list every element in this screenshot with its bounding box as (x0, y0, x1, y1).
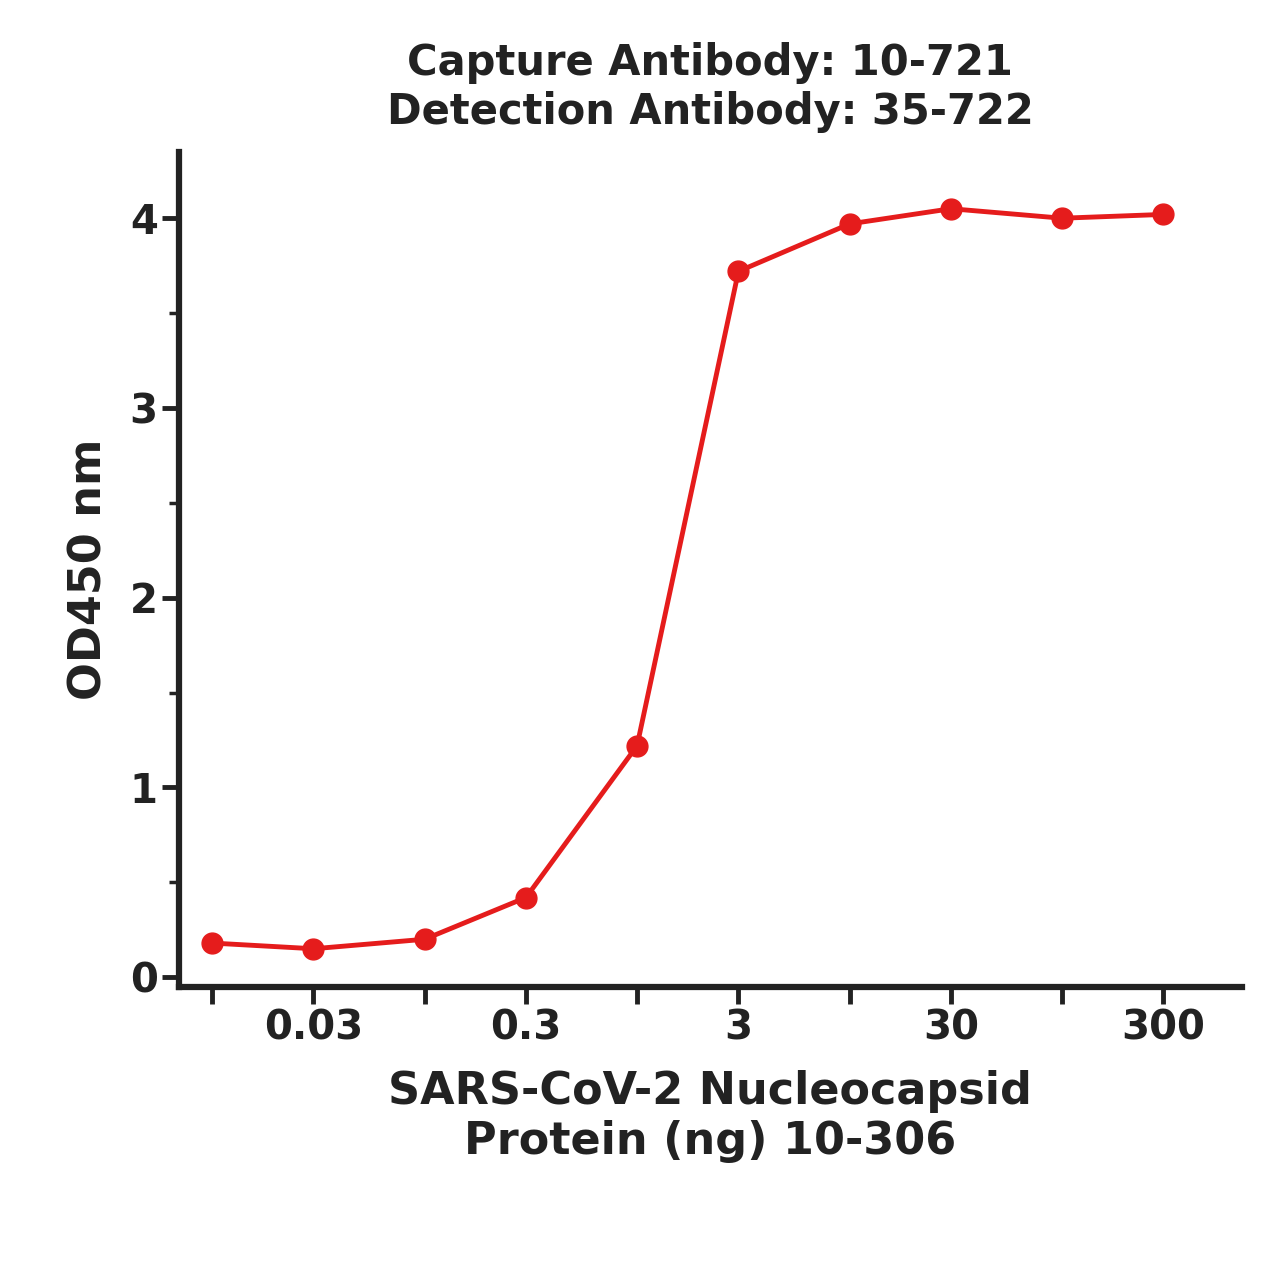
X-axis label: SARS-CoV-2 Nucleocapsid
Protein (ng) 10-306: SARS-CoV-2 Nucleocapsid Protein (ng) 10-… (388, 1070, 1033, 1164)
Y-axis label: OD450 nm: OD450 nm (67, 439, 110, 700)
Point (840, 214, 860, 234)
Point (202, 934, 223, 954)
Point (415, 929, 435, 949)
Point (941, 199, 961, 219)
Point (728, 262, 749, 282)
Title: Capture Antibody: 10-721
Detection Antibody: 35-722: Capture Antibody: 10-721 Detection Antib… (387, 43, 1034, 133)
Point (303, 939, 324, 959)
Point (1153, 204, 1174, 225)
Point (1052, 207, 1073, 228)
Point (516, 888, 536, 908)
Point (627, 735, 648, 755)
